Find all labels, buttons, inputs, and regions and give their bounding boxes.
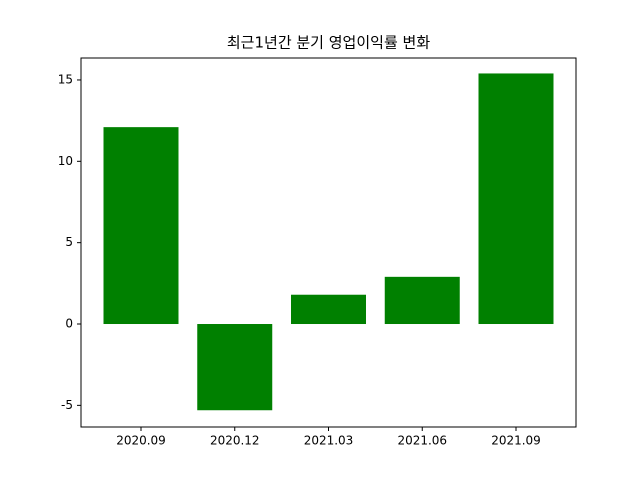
bar [478,73,554,325]
bar [103,127,179,325]
x-tick-label: 2021.09 [491,434,541,448]
y-tick-label: 5 [65,235,73,249]
x-tick-label: 2021.03 [304,434,354,448]
bar [197,324,273,411]
y-tick-label: 0 [65,317,73,331]
x-tick-label: 2020.09 [116,434,166,448]
bar [384,276,460,325]
y-tick-label: -5 [61,398,73,412]
x-tick-label: 2020.12 [210,434,260,448]
bar [291,294,366,325]
y-tick-label: 10 [58,154,73,168]
y-tick-label: 15 [58,72,73,86]
chart-title: 최근1년간 분기 영업이익률 변화 [227,34,430,52]
x-tick-label: 2021.06 [397,434,447,448]
